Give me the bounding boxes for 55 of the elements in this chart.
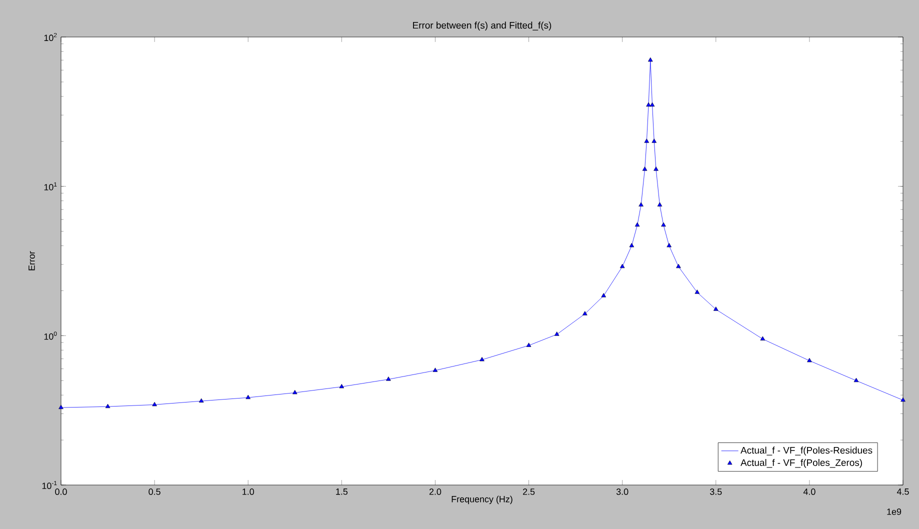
x-axis-title: Frequency (Hz)	[452, 496, 512, 504]
x-tick-label: 2.0	[429, 488, 442, 495]
y-tick-label: 10$^{2}$	[44, 32, 57, 42]
point	[657, 202, 662, 206]
point	[694, 290, 700, 294]
point	[642, 166, 648, 171]
point	[554, 332, 560, 336]
y-tick-label: 10$^{0}$	[44, 332, 57, 340]
point	[900, 397, 906, 402]
point	[339, 384, 344, 388]
point	[650, 102, 655, 107]
y-tick-label: 10$^{1}$	[44, 182, 57, 190]
point	[601, 293, 606, 298]
x-tick-label: 3.0	[616, 488, 628, 495]
x-tick-label: 0.5	[148, 488, 160, 495]
chart-title: Error between f(s) and Fitted_f(s)	[413, 22, 552, 30]
point	[676, 264, 681, 268]
point	[648, 57, 653, 62]
point	[198, 398, 204, 402]
x-tick-label: 2.5	[523, 488, 535, 495]
point	[854, 378, 859, 382]
point	[152, 402, 157, 406]
point	[105, 404, 110, 408]
point	[638, 202, 644, 206]
point	[652, 138, 657, 143]
point	[654, 166, 658, 171]
x-tick-label: 1.0	[242, 488, 254, 495]
point	[620, 264, 625, 268]
point	[58, 404, 64, 410]
point	[807, 358, 812, 362]
point	[760, 336, 766, 340]
x-tick-label: 1.5	[336, 488, 348, 495]
legend-label: Actual_f - VF_f(Poles-Residues	[740, 446, 872, 456]
point	[582, 311, 588, 316]
point	[526, 342, 532, 347]
y-tick-label: 10$^{-1}$	[42, 481, 57, 490]
point	[246, 394, 251, 400]
point	[432, 368, 438, 372]
point	[666, 243, 672, 248]
x-tick-label: 3.5	[710, 488, 722, 495]
point	[661, 222, 666, 227]
point	[634, 222, 640, 227]
x-tick-label: 4.5	[896, 488, 909, 495]
point	[646, 102, 651, 107]
point	[644, 138, 650, 143]
legend-label: Actual_f - VF_f(Poles_Zeros)	[740, 459, 862, 468]
point	[480, 357, 484, 362]
point	[714, 306, 718, 311]
point	[386, 376, 391, 381]
point	[292, 390, 298, 394]
x-tick-label: 0.0	[55, 488, 67, 495]
y-axis-title: Error	[28, 251, 35, 270]
x-tick-label: 4.0	[803, 488, 816, 495]
point	[629, 243, 634, 248]
text: 1e9	[887, 508, 902, 515]
